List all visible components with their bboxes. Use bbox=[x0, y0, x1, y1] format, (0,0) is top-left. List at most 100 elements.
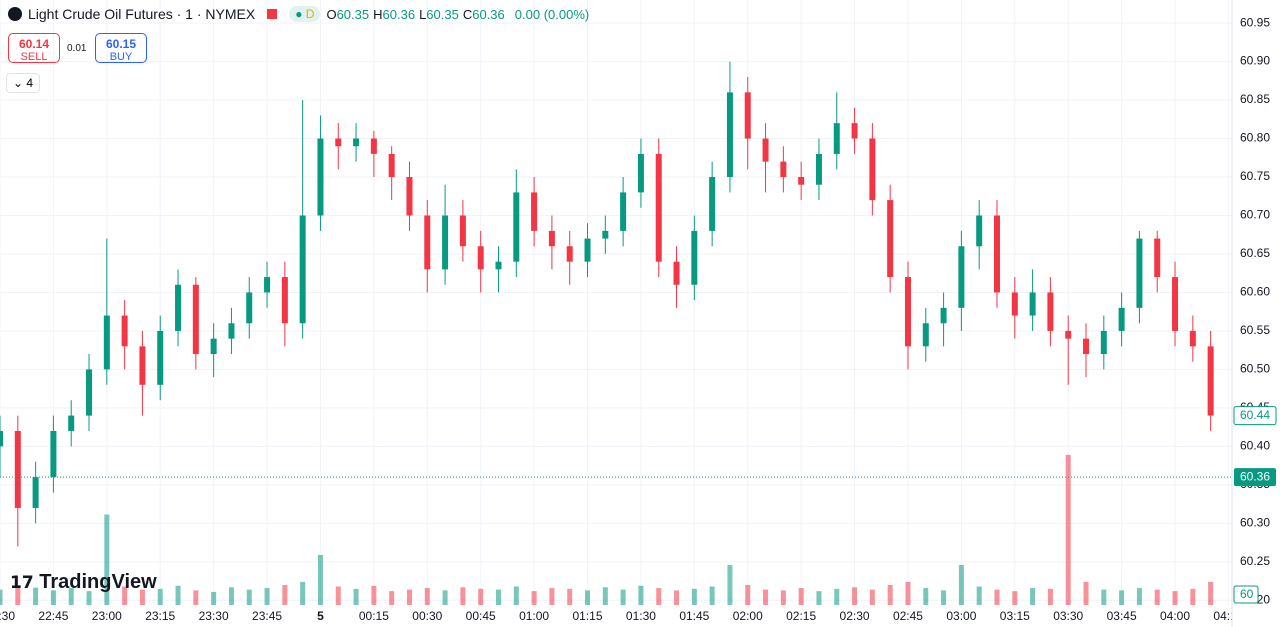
candle-body bbox=[1100, 330, 1107, 355]
volume-bar bbox=[958, 564, 964, 605]
candle-body bbox=[1172, 277, 1179, 331]
volume-bar bbox=[389, 591, 395, 605]
candle-body bbox=[388, 153, 395, 178]
buy-button[interactable]: 60.15 BUY bbox=[95, 33, 147, 63]
x-tick-label: 03:30 bbox=[1053, 609, 1083, 623]
x-tick-label: 23:45 bbox=[252, 609, 282, 623]
volume-bar bbox=[763, 589, 769, 605]
volume-bar bbox=[264, 588, 270, 605]
volume-bar bbox=[923, 588, 929, 605]
ohlc-value: 60.35 bbox=[336, 6, 370, 22]
candle-body bbox=[103, 315, 110, 370]
volume-bar bbox=[1030, 588, 1036, 605]
y-tick-label: 60.25 bbox=[1240, 554, 1270, 568]
volume-bar bbox=[33, 587, 39, 605]
volume-bar bbox=[531, 591, 537, 605]
volume-bar bbox=[745, 584, 751, 605]
volume-bar bbox=[1154, 589, 1160, 605]
volume-bar bbox=[567, 588, 573, 605]
candle-body bbox=[1207, 346, 1214, 416]
candle-body bbox=[887, 200, 894, 278]
candle-body bbox=[175, 284, 182, 331]
volume-bar bbox=[549, 588, 555, 605]
y-tick-label: 60.30 bbox=[1240, 516, 1270, 530]
candle-body bbox=[566, 246, 573, 262]
candle-body bbox=[1118, 307, 1125, 331]
x-tick-label: 00:45 bbox=[466, 609, 496, 623]
volume-bar bbox=[1190, 588, 1196, 605]
last-price-badge bbox=[1234, 468, 1276, 487]
volume-bar bbox=[282, 584, 288, 605]
candle-body bbox=[726, 92, 733, 178]
volume-bar bbox=[1119, 590, 1125, 605]
volume-bar bbox=[976, 586, 982, 605]
x-tick-label: 00:15 bbox=[359, 609, 389, 623]
volume-bar bbox=[424, 588, 430, 605]
candle-body bbox=[1083, 338, 1090, 355]
sell-button[interactable]: 60.14 SELL bbox=[8, 33, 60, 63]
volume-bar bbox=[887, 584, 893, 605]
candle-body bbox=[121, 315, 128, 347]
x-tick-label: 01:00 bbox=[519, 609, 549, 623]
y-tick-label: 60.50 bbox=[1240, 362, 1270, 376]
candle-body bbox=[370, 138, 377, 154]
volume-bar bbox=[994, 589, 1000, 605]
volume-bar bbox=[869, 589, 875, 605]
y-tick-label: 60.70 bbox=[1240, 208, 1270, 222]
candle-body bbox=[32, 477, 39, 508]
ohlc-key: C bbox=[462, 6, 473, 22]
candle-body bbox=[228, 323, 235, 339]
legend-header: Light Crude Oil Futures · 1 · NYMEX ● D … bbox=[8, 6, 589, 22]
volume-bar bbox=[175, 585, 181, 605]
candle-body bbox=[958, 246, 965, 308]
candle-body bbox=[50, 430, 57, 478]
volume-bar bbox=[727, 564, 733, 605]
y-tick-label: 60.40 bbox=[1240, 439, 1270, 453]
volume-bar bbox=[834, 588, 840, 605]
flag[interactable] bbox=[267, 9, 278, 19]
y-tick-label: 60.80 bbox=[1240, 131, 1270, 145]
volume-bar bbox=[122, 586, 128, 605]
volume-bar bbox=[86, 591, 92, 605]
x-tick-label: 02:00 bbox=[733, 609, 763, 623]
ohlc: O60.35 H60.36 L60.35 C60.36 bbox=[326, 7, 508, 22]
candle-body bbox=[531, 192, 538, 231]
volume-bar bbox=[1047, 588, 1053, 605]
volume-bar bbox=[211, 591, 217, 605]
y-tick-label: 60.55 bbox=[1240, 323, 1270, 337]
x-tick-label: 23:00 bbox=[92, 609, 122, 623]
candle-body bbox=[548, 230, 555, 247]
x-tick-label: 02:30 bbox=[840, 609, 870, 623]
volume-bar bbox=[353, 588, 359, 605]
candle-body bbox=[798, 177, 805, 185]
logo: 𝟭𝟳 TradingView bbox=[10, 571, 157, 593]
mode: D bbox=[305, 7, 315, 21]
volume-bar bbox=[513, 586, 519, 605]
candle-body bbox=[406, 177, 413, 216]
volume-bar bbox=[780, 590, 786, 605]
ohlc-value: 60.36 bbox=[382, 6, 416, 22]
candle-body bbox=[851, 123, 858, 139]
candle-body bbox=[68, 415, 75, 431]
volume-bar bbox=[15, 584, 21, 605]
candle-body bbox=[210, 338, 217, 355]
indicators-toggle[interactable]: ⌄ 4 bbox=[6, 73, 41, 93]
x-tick-label: 01:45 bbox=[679, 609, 709, 623]
candle-body bbox=[976, 215, 983, 247]
ohlc-value: 60.36 bbox=[472, 6, 505, 22]
ohlc-key: H bbox=[373, 6, 383, 22]
volume-bar bbox=[816, 591, 822, 605]
volume-bar bbox=[602, 587, 608, 605]
close-badge-label: 60.44 bbox=[1240, 408, 1270, 422]
volume-bar bbox=[139, 589, 145, 605]
candle-body bbox=[192, 284, 199, 355]
volume-bar bbox=[1083, 581, 1089, 605]
candle-body bbox=[815, 153, 822, 185]
y-tick-label: 60.90 bbox=[1240, 54, 1270, 68]
ohlc-key: L bbox=[419, 6, 427, 22]
volume-bar bbox=[68, 588, 74, 605]
volume-bar bbox=[50, 590, 56, 605]
volume-bar bbox=[228, 587, 234, 605]
x-tick-label: 23:30 bbox=[199, 609, 229, 623]
y-tick-label: 60.75 bbox=[1240, 169, 1270, 183]
